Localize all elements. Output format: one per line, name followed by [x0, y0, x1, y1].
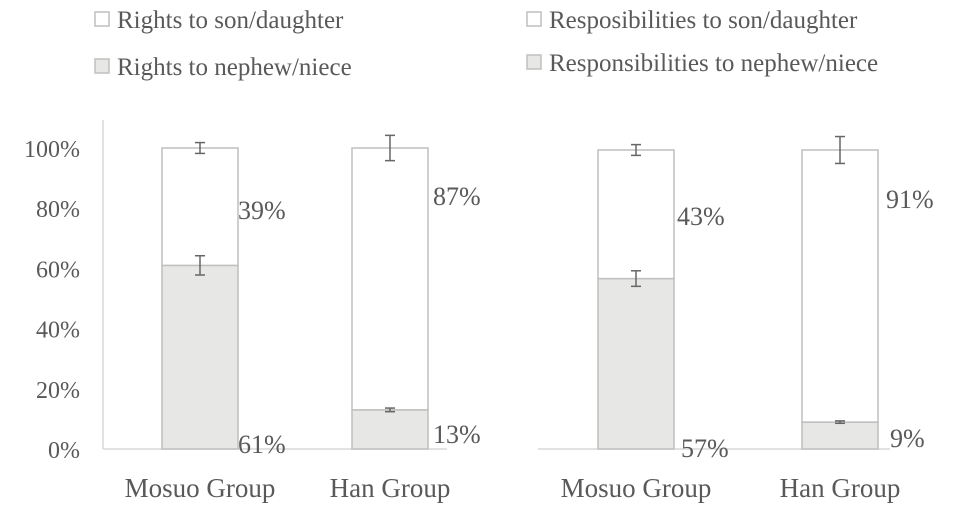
bar-resposibilities-to-son-daughter-han-group — [801, 149, 879, 423]
bar-responsibilities-to-nephew-niece-han-group — [801, 421, 879, 450]
data-label-resposibilities-to-son-daughter-mosuo-group: 43% — [677, 202, 725, 231]
y-tick-label: 20% — [36, 378, 80, 404]
y-tick-label: 40% — [36, 318, 80, 344]
responsibilities-bars: 43% 57% Mosuo Group 91% 9% Han Group — [538, 135, 934, 503]
error-bar-resposibilities-to-son-daughter-mosuo-group — [631, 143, 641, 157]
rights-bars: 39% 61% Mosuo Group 87% 13% Han Group — [103, 134, 481, 503]
legend-item-rights-son-daughter: Rights to son/daughter — [94, 7, 344, 34]
legend-swatch-responsibilities-nephew-niece — [526, 54, 542, 70]
legend-item-rights-nephew-niece: Rights to nephew/niece — [94, 54, 352, 81]
legend-swatch-rights-nephew-niece — [94, 58, 110, 74]
data-label-rights-to-son-daughter-mosuo-group: 39% — [238, 196, 286, 225]
bar-resposibilities-to-son-daughter-mosuo-group — [597, 149, 675, 280]
error-bar-responsibilities-to-nephew-niece-mosuo-group — [631, 270, 641, 288]
error-bar-rights-to-nephew-niece-han-group — [385, 407, 395, 413]
error-bar-rights-to-son-daughter-mosuo-group — [195, 141, 205, 155]
legend-label-responsibilities-nephew-niece: Responsibilities to nephew/niece — [549, 50, 878, 77]
legend-label-rights-nephew-niece: Rights to nephew/niece — [117, 54, 352, 81]
error-bar-resposibilities-to-son-daughter-han-group — [835, 135, 845, 165]
legend-label-responsibilities-son-daughter: Resposibilities to son/daughter — [549, 7, 858, 34]
legend-item-responsibilities-nephew-niece: Responsibilities to nephew/niece — [526, 50, 878, 77]
data-label-responsibilities-to-nephew-niece-han-group: 9% — [890, 424, 925, 453]
data-label-resposibilities-to-son-daughter-han-group: 91% — [886, 185, 934, 214]
x-tick-label-mosuo-group: Mosuo Group — [125, 473, 276, 503]
legend: Rights to son/daughter Rights to nephew/… — [94, 7, 878, 81]
data-label-responsibilities-to-nephew-niece-mosuo-group: 57% — [681, 434, 729, 463]
bar-rights-to-nephew-niece-han-group — [351, 409, 429, 450]
legend-swatch-responsibilities-son-daughter — [526, 11, 542, 27]
legend-label-rights-son-daughter: Rights to son/daughter — [117, 7, 344, 34]
data-label-rights-to-nephew-niece-mosuo-group: 61% — [238, 430, 286, 459]
y-tick-label: 0% — [48, 438, 80, 464]
legend-swatch-rights-son-daughter — [94, 11, 110, 27]
rights-chart: 0% 20% 40% 60% 80% 100% 39% 61% Mosuo Group 87% 1… — [24, 120, 481, 503]
data-label-rights-to-nephew-niece-han-group: 13% — [433, 420, 481, 449]
x-tick-label-han-group: Han Group — [330, 473, 451, 503]
error-bar-responsibilities-to-nephew-niece-han-group — [835, 420, 845, 425]
y-axis-ticks: 0% 20% 40% 60% 80% 100% — [24, 137, 80, 464]
bar-responsibilities-to-nephew-niece-mosuo-group — [597, 277, 675, 450]
data-label-rights-to-son-daughter-han-group: 87% — [433, 182, 481, 211]
x-tick-label-mosuo-group: Mosuo Group — [561, 473, 712, 503]
bar-rights-to-nephew-niece-mosuo-group — [161, 264, 239, 450]
bar-rights-to-son-daughter-mosuo-group — [161, 147, 239, 267]
responsibilities-chart: 43% 57% Mosuo Group 91% 9% Han Group — [538, 135, 934, 503]
bar-rights-to-son-daughter-han-group — [351, 147, 429, 411]
y-tick-label: 60% — [36, 257, 80, 283]
y-tick-label: 80% — [36, 197, 80, 223]
y-tick-label: 100% — [24, 137, 80, 163]
legend-item-responsibilities-son-daughter: Resposibilities to son/daughter — [526, 7, 858, 34]
error-bar-rights-to-son-daughter-han-group — [385, 134, 395, 162]
x-tick-label-han-group: Han Group — [780, 473, 901, 503]
error-bar-rights-to-nephew-niece-mosuo-group — [195, 255, 205, 276]
